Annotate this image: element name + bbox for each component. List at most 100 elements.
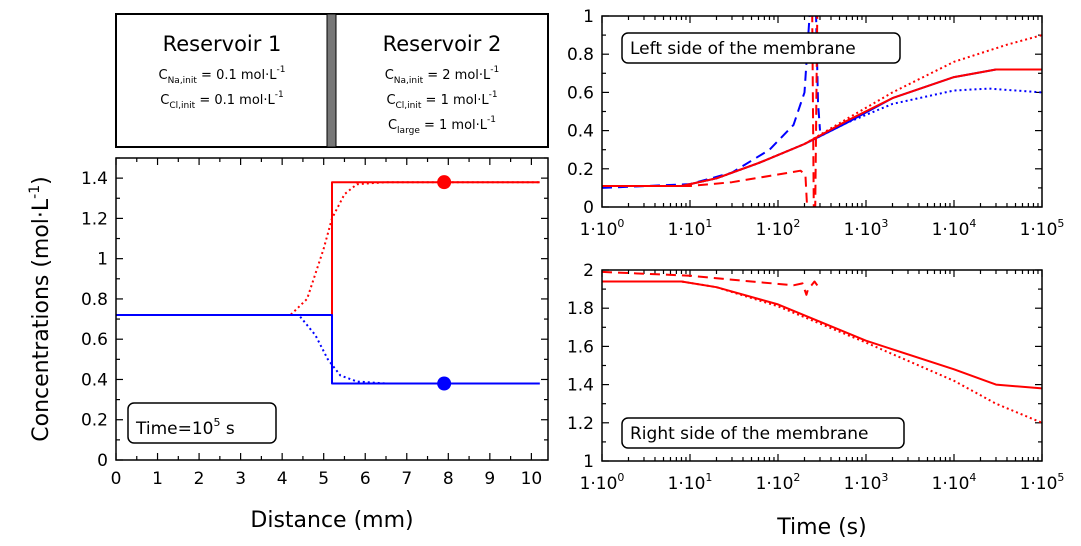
x-tick-label: 1·102 [756,471,801,494]
plot-frame [601,269,1043,462]
x-tick-label-base: 1·10 [844,474,882,494]
x-tick-label: 10 [521,469,543,489]
x-tick-label-base: 1·10 [844,220,882,240]
series-group [116,181,540,385]
x-tick-label-base: 1·10 [1020,474,1058,494]
x-axis-label: Distance (mm) [250,508,413,533]
x-tick-label: 1·103 [844,217,889,240]
chart-left-side: 00.20.40.60.811·100 1·101 1·102 1·103 1·104 1… [567,7,1064,240]
x-tick-label: 2 [194,469,205,489]
x-tick-label-sup: 4 [969,471,976,484]
series-group [602,270,1042,424]
x-tick-label: 5 [318,469,329,489]
y-tick-label: 1.4 [567,376,594,396]
chart-profile: 00.20.40.60.811.21.40 1 2 3 4 5 6 7 8 9 10Time=105… [27,157,549,533]
x-tick-label: 0 [111,469,122,489]
series-line-dashed-red [602,270,821,296]
x-tick-label-base: 1·10 [580,474,618,494]
plot-frame [115,157,549,461]
y-tick-label: 1.8 [567,299,594,319]
x-tick-label: 1·102 [756,217,801,240]
membrane [326,13,337,148]
y-tick-label: 1.2 [81,209,108,229]
reservoir2-large: Clarge = 1 mol·L-1 [388,115,496,136]
reservoir1-title: Reservoir 1 [163,32,282,56]
x-tick-label: 4 [277,469,288,489]
annotation-text: Left side of the membrane [630,39,856,59]
y-tick-label: 2 [583,261,594,281]
y-tick-label: 0.6 [567,83,594,103]
x-tick-label-base: 1·10 [756,220,794,240]
y-tick-label: 0.2 [81,411,108,431]
x-tick-label: 1·101 [668,471,713,494]
y-tick-label: 0.6 [81,330,108,350]
data-marker [437,376,452,391]
annotation-sup: 5 [213,416,220,429]
x-tick-label-base: 1·10 [668,220,706,240]
series-line-solid-red [116,181,540,316]
x-tick-label-base: 1·10 [932,220,970,240]
y-tick-label: 0 [97,451,108,471]
x-tick-label-sup: 2 [793,471,800,484]
y-tick-label: 0.4 [81,370,108,390]
reservoir-diagram: Reservoir 1 CNa,init = 0.1 mol·L-1 CCl,i… [115,13,549,148]
x-tick-label: 1·103 [844,471,889,494]
x-tick-label: 1 [152,469,163,489]
x-tick-label-sup: 0 [617,471,624,484]
reservoir2-na: CNa,init = 2 mol·L-1 [385,65,500,86]
y-axis-label-close: ) [29,176,54,185]
annotation-main: Time=10 [135,419,213,439]
series-line-dashed-blue [815,16,821,131]
series-line-dotted-red [116,181,540,316]
y-tick-label: 1 [97,250,108,270]
annotation-tail: s [220,419,234,439]
series-line-solid-blue [602,68,1042,187]
x-tick-label-sup: 3 [881,217,888,230]
x-tick-label-sup: 4 [969,217,976,230]
chart-right-side: 11.21.41.61.821·100 1·101 1·102 1·103 1·104 1… [567,261,1064,540]
reservoir1-cl: CCl,init = 0.1 mol·L-1 [160,90,284,111]
annotation-text: Time=105 s [135,416,235,439]
x-tick-label-base: 1·10 [668,474,706,494]
annotation-main: Right side of the membrane [630,424,869,444]
y-tick-label: 1 [583,7,594,27]
x-tick-label: 1·104 [932,217,977,240]
series-line-dashed-red [602,169,809,207]
x-tick-label: 1·105 [1020,217,1065,240]
y-tick-label: 1.4 [81,169,108,189]
reservoir2-title: Reservoir 2 [383,32,502,56]
x-tick-label: 1·105 [1020,471,1065,494]
y-axis-label: Concentrations (mol·L-1) [27,176,54,442]
x-tick-label: 1·104 [932,471,977,494]
y-tick-label: 1.6 [567,337,594,357]
x-tick-label-sup: 1 [705,471,712,484]
x-tick-label-sup: 5 [1057,217,1064,230]
x-tick-label: 1·101 [668,217,713,240]
annotation-box [621,417,905,449]
x-tick-label-sup: 5 [1057,471,1064,484]
x-tick-label: 7 [401,469,412,489]
y-tick-label: 0.4 [567,122,594,142]
series-line-dotted-blue [602,87,1042,187]
y-axis-label-sup: -1 [27,185,43,199]
reservoir2-cl: CCl,init = 1 mol·L-1 [386,90,497,111]
y-tick-label: 0 [583,198,594,218]
reservoir1-na: CNa,init = 0.1 mol·L-1 [159,65,286,86]
annotation-box [621,32,901,64]
x-tick-label-sup: 2 [793,217,800,230]
x-tick-label-base: 1·10 [756,474,794,494]
x-tick-label: 9 [484,469,495,489]
y-tick-label: 1 [583,452,594,472]
series-line-solid-red [602,280,1042,390]
y-tick-label: 0.8 [81,290,108,310]
x-tick-label: 8 [443,469,454,489]
series-line-dotted-blue [116,314,540,385]
annotation-text: Right side of the membrane [630,424,869,444]
y-tick-label: 0.2 [567,160,594,180]
plot-frame [601,15,1043,208]
series-line-solid-red [602,68,1042,187]
annotation-box [127,402,277,444]
x-tick-label: 1·100 [580,217,625,240]
x-tick-label: 6 [360,469,371,489]
